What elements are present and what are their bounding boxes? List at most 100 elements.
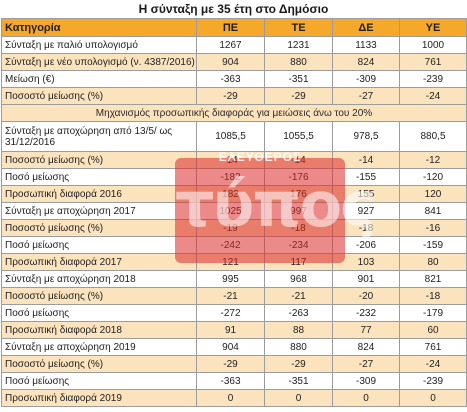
row-value: -18 (399, 287, 467, 305)
row-value: 121 (196, 253, 265, 271)
row-value: 60 (399, 321, 467, 339)
row-label: Προσωπική διαφορά 2016 (1, 185, 197, 203)
row-value: -239 (399, 372, 467, 390)
row-value: -239 (399, 70, 467, 88)
table-row: Σύνταξη με αποχώρηση 2018 995 968 901 821 (1, 270, 467, 288)
table-row: Ποσοστό μείωσης (%) -21 -21 -20 -18 (1, 287, 467, 305)
row-value: -263 (264, 304, 333, 322)
section-title: Μηχανισμός προσωπικής διαφοράς για μειώσ… (1, 104, 467, 122)
row-label: Ποσό μείωσης (1, 236, 197, 254)
row-value: -19 (196, 219, 265, 237)
row-value: -20 (332, 287, 400, 305)
table-row: Ποσό μείωσης -272 -263 -232 -179 (1, 304, 467, 322)
row-value: 0 (399, 389, 467, 407)
row-value: 824 (332, 53, 400, 71)
row-label: Σύνταξη με αποχώρηση 2019 (1, 338, 197, 356)
row-value: -29 (264, 87, 333, 105)
row-label: Σύνταξη με παλιό υπολογισμό (1, 36, 197, 54)
row-value: -16 (399, 219, 467, 237)
row-label: Ποσοστό μείωσης (%) (1, 87, 197, 105)
table-title: Η σύνταξη με 35 έτη στο Δημόσιο (138, 2, 329, 16)
row-label: Σύνταξη με αποχώρηση 2018 (1, 270, 197, 288)
row-label: Ποσό μείωσης (1, 168, 197, 186)
row-value: 155 (332, 185, 400, 203)
row-value: 1055,5 (264, 121, 333, 152)
row-value: -351 (264, 70, 333, 88)
row-value: 927 (332, 202, 400, 220)
header-de: ΔΕ (332, 18, 400, 37)
row-value: -182 (196, 168, 265, 186)
row-value: 1085,5 (196, 121, 265, 152)
table-row: Προσωπική διαφορά 2018 91 88 77 60 (1, 321, 467, 339)
row-value: 0 (264, 389, 333, 407)
row-value: 0 (196, 389, 265, 407)
row-value: 761 (399, 338, 467, 356)
row-label: Ποσό μείωσης (1, 304, 197, 322)
section-row: Μηχανισμός προσωπικής διαφοράς για μειώσ… (1, 104, 467, 122)
row-label: Ποσοστό μείωσης (%) (1, 219, 197, 237)
table-row: Ποσό μείωσης -363 -351 -309 -239 (1, 372, 467, 390)
row-label: Προσωπική διαφορά 2019 (1, 389, 197, 407)
row-value: 978,5 (332, 121, 400, 152)
table-row: Ποσό μείωσης -182 -176 -155 -120 (1, 168, 467, 186)
pension-table: Κατηγορία ΠΕ ΤΕ ΔΕ ΥΕ Σύνταξη με παλιό υ… (1, 18, 467, 407)
row-value: 761 (399, 53, 467, 71)
row-value: 182 (196, 185, 265, 203)
row-value: -18 (264, 219, 333, 237)
table-row: Σύνταξη με αποχώρηση 2019 904 880 824 761 (1, 338, 467, 356)
row-value: -363 (196, 70, 265, 88)
row-value: 1000 (399, 36, 467, 54)
row-value: -14 (196, 151, 265, 169)
row-value: -159 (399, 236, 467, 254)
row-value: 880,5 (399, 121, 467, 152)
row-value: 103 (332, 253, 400, 271)
table-row: Ποσοστό μείωσης (%) -29 -29 -27 -24 (1, 355, 467, 373)
row-value: 88 (264, 321, 333, 339)
row-label: Ποσό μείωσης (1, 372, 197, 390)
row-label: Προσωπική διαφορά 2018 (1, 321, 197, 339)
row-value: -120 (399, 168, 467, 186)
row-value: 997 (264, 202, 333, 220)
header-te: ΤΕ (264, 18, 333, 37)
row-value: -232 (332, 304, 400, 322)
row-value: 880 (264, 53, 333, 71)
row-value: -27 (332, 87, 400, 105)
header-pe: ΠΕ (196, 18, 265, 37)
row-value: 91 (196, 321, 265, 339)
table-row: Ποσοστό μείωσης (%) -14 -14 -14 -12 (1, 151, 467, 169)
row-value: -29 (196, 355, 265, 373)
row-value: 824 (332, 338, 400, 356)
row-value: 1025 (196, 202, 265, 220)
row-label: Σύνταξη με νέο υπολογισμό (ν. 4387/2016) (1, 53, 197, 71)
row-value: -155 (332, 168, 400, 186)
row-label: Σύνταξη με αποχώρηση 2017 (1, 202, 197, 220)
table-row: Σύνταξη με νέο υπολογισμό (ν. 4387/2016)… (1, 53, 467, 71)
table-row: Ποσοστό μείωσης (%) -29 -29 -27 -24 (1, 87, 467, 105)
row-value: 821 (399, 270, 467, 288)
table-row: Μείωση (€) -363 -351 -309 -239 (1, 70, 467, 88)
row-value: 904 (196, 53, 265, 71)
row-value: -29 (264, 355, 333, 373)
row-value: -14 (332, 151, 400, 169)
header-ye: ΥΕ (399, 18, 467, 37)
table-row: Ποσό μείωσης -242 -234 -206 -159 (1, 236, 467, 254)
row-value: -309 (332, 372, 400, 390)
row-value: 880 (264, 338, 333, 356)
table-row: Προσωπική διαφορά 2019 0 0 0 0 (1, 389, 467, 407)
row-label: Ποσοστό μείωσης (%) (1, 287, 197, 305)
row-value: 176 (264, 185, 333, 203)
row-value: -24 (399, 87, 467, 105)
row-label: Ποσοστό μείωσης (%) (1, 151, 197, 169)
row-value: 841 (399, 202, 467, 220)
row-value: -234 (264, 236, 333, 254)
row-value: 120 (399, 185, 467, 203)
row-value: -12 (399, 151, 467, 169)
row-value: 904 (196, 338, 265, 356)
row-value: -29 (196, 87, 265, 105)
table-row: Προσωπική διαφορά 2017 121 117 103 80 (1, 253, 467, 271)
row-value: -272 (196, 304, 265, 322)
row-value: 1231 (264, 36, 333, 54)
row-label: Προσωπική διαφορά 2017 (1, 253, 197, 271)
table-row: Σύνταξη με παλιό υπολογισμό 1267 1231 1133 1… (1, 36, 467, 54)
row-value: 77 (332, 321, 400, 339)
